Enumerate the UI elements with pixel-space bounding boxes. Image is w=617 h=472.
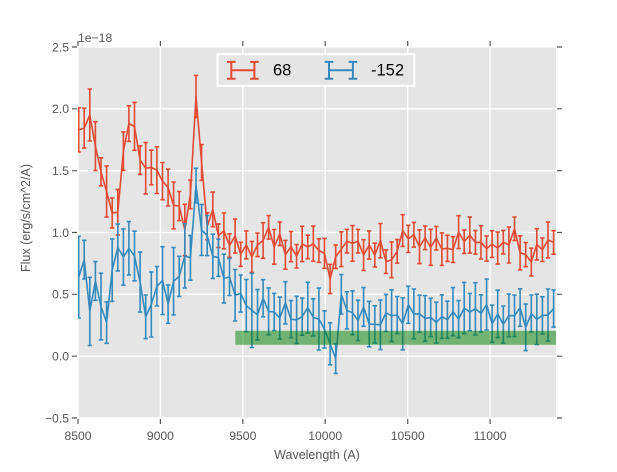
svg-text:0.0: 0.0 bbox=[52, 350, 69, 364]
svg-text:9000: 9000 bbox=[147, 429, 174, 443]
svg-text:Flux (erg/s/cm^2/A): Flux (erg/s/cm^2/A) bbox=[19, 164, 33, 272]
svg-text:1.0: 1.0 bbox=[52, 226, 69, 240]
svg-text:-152: -152 bbox=[371, 62, 404, 80]
svg-text:8500: 8500 bbox=[64, 429, 91, 443]
svg-text:9500: 9500 bbox=[229, 429, 256, 443]
svg-text:10500: 10500 bbox=[391, 429, 425, 443]
svg-text:1e−18: 1e−18 bbox=[78, 31, 112, 45]
svg-text:1.5: 1.5 bbox=[52, 164, 69, 178]
svg-text:0.5: 0.5 bbox=[52, 288, 69, 302]
svg-text:11000: 11000 bbox=[474, 429, 507, 443]
svg-text:68: 68 bbox=[273, 62, 291, 80]
svg-text:2.0: 2.0 bbox=[52, 102, 69, 116]
svg-text:Wavelength (A): Wavelength (A) bbox=[274, 448, 360, 462]
svg-text:10000: 10000 bbox=[308, 429, 342, 443]
svg-text:−0.5: −0.5 bbox=[45, 411, 69, 425]
svg-text:2.5: 2.5 bbox=[52, 40, 69, 54]
